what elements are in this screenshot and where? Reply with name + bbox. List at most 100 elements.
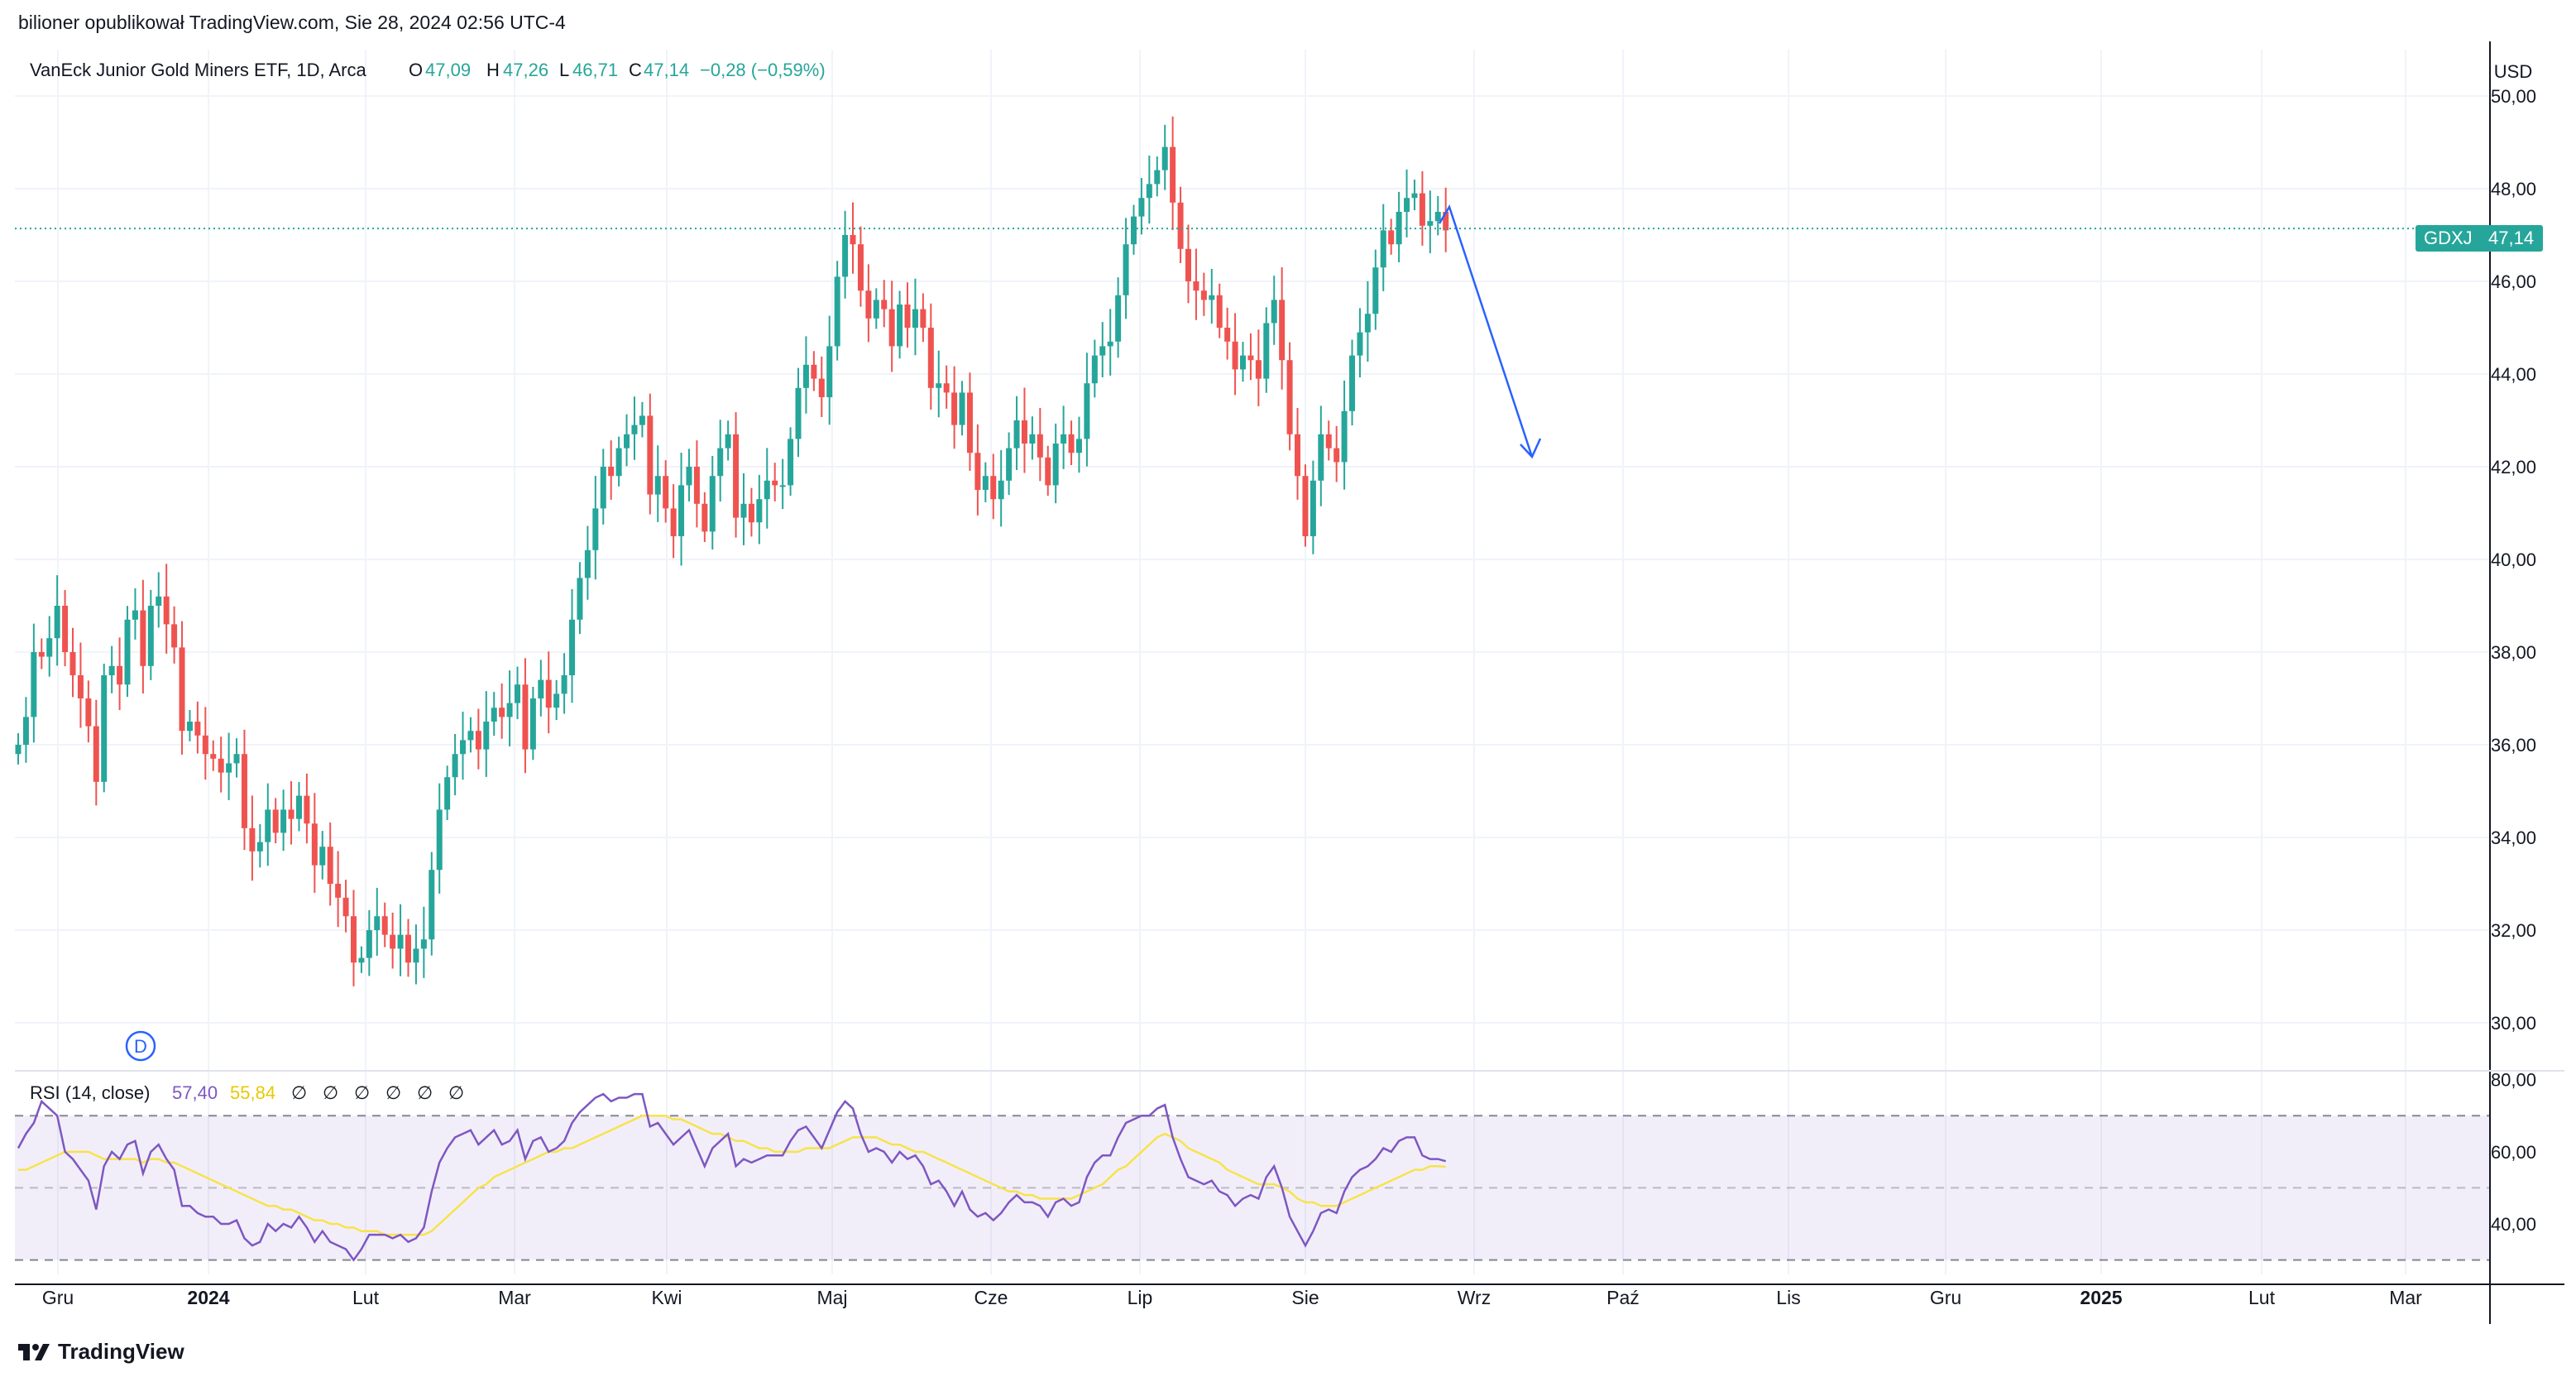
candle-body	[1357, 332, 1363, 356]
x-tick-label: Wrz	[1458, 1287, 1491, 1308]
x-tick-label: Lut	[2248, 1287, 2276, 1308]
candle-body	[413, 948, 419, 963]
candles	[15, 116, 2490, 986]
x-tick-label: Kwi	[651, 1287, 682, 1308]
dividend-marker[interactable]: D	[125, 1030, 156, 1062]
candle-body	[1380, 230, 1386, 268]
candle-body	[553, 693, 560, 708]
candle-body	[951, 392, 958, 425]
candle-body	[140, 610, 146, 666]
axes: Gru 2024 Lut Mar Kwi Maj Cze Lip Sie Wrz Paź Lis Gru…	[15, 41, 2564, 1324]
candle-body	[592, 508, 599, 550]
candle-body	[1029, 434, 1036, 444]
candle-body	[990, 476, 997, 500]
y-tick-label: 30,00	[2491, 1013, 2536, 1034]
candle-body	[881, 300, 888, 309]
x-tick-label: Gru	[1930, 1287, 1961, 1308]
legend-c-label: C	[629, 60, 642, 80]
candle-body	[998, 480, 1004, 500]
candle-body	[342, 897, 349, 917]
legend: VanEck Junior Gold Miners ETF, 1D, Arca …	[30, 60, 826, 80]
candle-body	[31, 652, 37, 717]
candle-body	[522, 684, 529, 750]
candle-body	[561, 675, 567, 694]
last-price-tag: GDXJ 47,14	[2416, 225, 2543, 252]
candle-body	[1045, 457, 1051, 486]
candle-body	[405, 934, 411, 963]
x-tick-label: Gru	[42, 1287, 74, 1308]
y-tick-label: 44,00	[2491, 364, 2536, 385]
candle-body	[1404, 198, 1410, 212]
candle-body	[506, 703, 513, 717]
candle-body	[1193, 281, 1199, 291]
candle-body	[1271, 300, 1277, 324]
candle-body	[888, 309, 895, 347]
candle-body	[1154, 170, 1161, 185]
candle-body	[319, 847, 326, 866]
candle-body	[1161, 146, 1168, 170]
legend-open: 47,09	[425, 60, 471, 80]
candle-body	[85, 698, 92, 727]
x-tick-label: 2025	[2080, 1287, 2122, 1308]
candle-body	[62, 606, 69, 652]
legend-o-label: O	[409, 60, 423, 80]
candle-body	[311, 823, 318, 866]
x-tick-label: Maj	[816, 1287, 847, 1308]
candle-body	[171, 624, 178, 648]
candle-body	[709, 476, 716, 532]
candle-body	[725, 434, 731, 449]
candle-body	[366, 930, 372, 958]
candle-body	[811, 364, 817, 379]
rsi-ma-line	[18, 1115, 1446, 1236]
candle-body	[1107, 341, 1113, 347]
candle-body	[1123, 244, 1129, 295]
candle-body	[475, 731, 481, 750]
candle-body	[483, 722, 490, 750]
candle-body	[38, 652, 45, 657]
candle-body	[1052, 444, 1059, 486]
x-tick-label: Lut	[352, 1287, 380, 1308]
candle-body	[163, 596, 170, 625]
rsi-tick-label: 40,00	[2491, 1214, 2536, 1235]
candle-body	[1341, 410, 1348, 463]
candle-body	[982, 476, 989, 490]
x-tick-label: Mar	[2389, 1287, 2422, 1308]
candle-body	[491, 708, 497, 722]
candle-body	[974, 453, 981, 490]
candle-body	[717, 448, 724, 477]
candle-body	[1255, 360, 1262, 379]
y-tick-label: 34,00	[2491, 828, 2536, 848]
candle-body	[1115, 295, 1122, 342]
candle-body	[1013, 420, 1020, 449]
legend-change: −0,28 (−0,59%)	[700, 60, 826, 80]
candle-body	[233, 754, 240, 764]
candle-body	[22, 717, 29, 745]
candle-body	[927, 328, 934, 388]
trend-arrow	[1438, 204, 1534, 458]
candle-body	[1372, 267, 1379, 314]
x-tick-label: Mar	[498, 1287, 531, 1308]
candle-body	[1240, 355, 1247, 370]
candle-body	[515, 684, 521, 703]
candle-body	[436, 809, 443, 871]
candle-body	[1318, 434, 1324, 481]
legend-h-label: H	[486, 60, 500, 80]
candle-body	[1006, 448, 1013, 481]
candle-body	[624, 434, 630, 449]
candle-body	[569, 619, 576, 675]
candle-body	[265, 809, 271, 842]
currency-label[interactable]: USD	[2494, 61, 2532, 82]
candle-body	[1091, 355, 1098, 384]
tradingview-footer[interactable]: TradingView	[18, 1339, 184, 1365]
candle-body	[538, 679, 544, 698]
rsi-off-2: ∅	[323, 1082, 338, 1103]
candle-body	[670, 508, 677, 536]
candle-body	[842, 235, 849, 277]
rsi-off-6: ∅	[448, 1082, 464, 1103]
candle-body	[108, 665, 115, 675]
candle-body	[460, 740, 467, 755]
candle-body	[132, 610, 138, 620]
candle-body	[584, 549, 591, 578]
candle-body	[1333, 448, 1340, 463]
